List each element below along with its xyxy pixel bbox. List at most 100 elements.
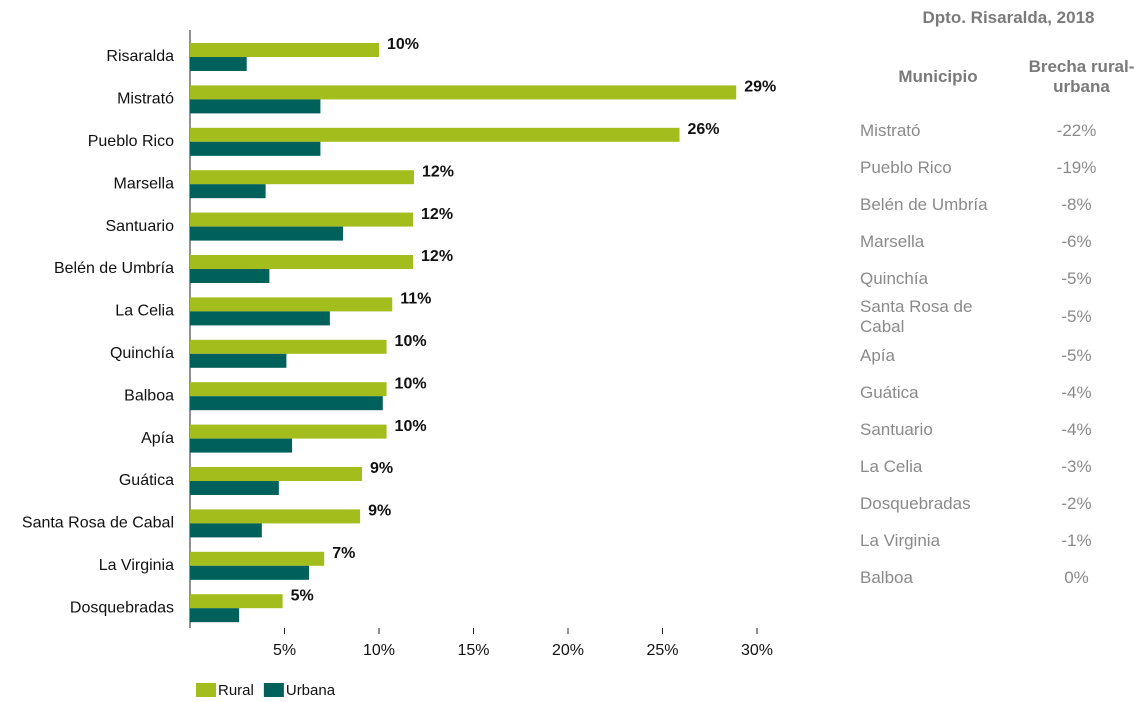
table-cell: -5% (1061, 268, 1092, 288)
bar (190, 255, 414, 269)
table-cell: Dosquebradas (860, 493, 971, 513)
table-cell: -4% (1061, 382, 1092, 402)
header-cell: Municipio (898, 67, 978, 86)
value-label: 5% (291, 587, 314, 604)
bar (190, 594, 283, 609)
legend-swatch (263, 683, 284, 697)
table-row: Santa Rosa de Cabal -5% (860, 297, 1137, 337)
bar (190, 297, 393, 312)
y-tick-label: Mistrató (117, 91, 174, 108)
x-tick-label: 20% (552, 642, 584, 659)
table-row: Belén de Umbría -8% (860, 186, 1137, 223)
bar (190, 565, 310, 580)
header-row: Municipio Brecha rural-urbana (860, 42, 1137, 112)
value-label: 10% (395, 333, 427, 350)
x-tick-label: 10% (363, 642, 395, 659)
value-label: 26% (688, 121, 720, 138)
y-tick-label: Balboa (124, 387, 174, 404)
bar (190, 382, 387, 397)
bar (190, 141, 321, 156)
bar (190, 57, 247, 71)
y-tick-label: Belén de Umbría (54, 260, 174, 277)
table-row: Marsella -6% (860, 223, 1137, 260)
table-cell: Santa Rosa de Cabal (860, 297, 973, 336)
table: Municipio Brecha rural-urbana Mistrató -2… (860, 42, 1137, 596)
x-tick-label: 5% (273, 642, 296, 659)
table-row: Santuario -4% (860, 411, 1137, 448)
bar (190, 212, 414, 227)
table-cell: -8% (1061, 194, 1092, 214)
y-tick-label: Guática (119, 472, 174, 489)
table-row: Guática -4% (860, 374, 1137, 411)
table-cell: -5% (1061, 307, 1092, 326)
table-row: Pueblo Rico -19% (860, 149, 1137, 186)
bar (190, 481, 279, 495)
table-row: Mistrató -22% (860, 112, 1137, 149)
bar (190, 339, 387, 354)
table-cell: Balboa (860, 567, 913, 587)
table-row: La Virginia -1% (860, 522, 1137, 559)
bar (190, 424, 387, 439)
y-tick-label: Dosquebradas (70, 599, 174, 616)
table-cell: Apía (860, 345, 895, 365)
bar (190, 85, 737, 100)
table-cell: La Virginia (860, 530, 941, 550)
table-row: La Celia -3% (860, 448, 1137, 485)
chart: 5% 10% 15% 20% 25% 30% Risaralda 10% Mistrató 29%… (22, 30, 776, 699)
value-label: 10% (395, 418, 427, 435)
value-label: 29% (744, 79, 776, 96)
value-label: 11% (400, 291, 431, 308)
table-row: Balboa 0% (860, 559, 1137, 596)
y-tick-label: Pueblo Rico (88, 133, 174, 150)
table-cell: Santuario (860, 419, 933, 439)
value-label: 9% (370, 460, 393, 477)
table-cell: Mistrató (860, 120, 921, 140)
y-tick-label: Risaralda (106, 48, 174, 65)
bar (190, 184, 266, 199)
y-tick-label: La Virginia (99, 557, 174, 574)
value-label: 9% (368, 503, 391, 520)
value-label: 12% (421, 206, 453, 223)
bar (190, 353, 287, 368)
bar (190, 608, 240, 623)
x-tick-label: 30% (741, 642, 773, 659)
bar (190, 43, 379, 57)
table-cell: -1% (1061, 530, 1092, 550)
table-cell: -22% (1056, 120, 1097, 140)
bar (190, 467, 362, 481)
table-cell: Pueblo Rico (860, 157, 952, 177)
table-row: Quinchía -5% (860, 260, 1137, 297)
legend-label: Rural (218, 682, 254, 699)
bar (190, 269, 270, 283)
table-cell: La Celia (860, 456, 923, 476)
bar (190, 509, 361, 524)
x-tick-label: 25% (646, 642, 678, 659)
bar (190, 438, 293, 453)
table-cell: Guática (860, 382, 919, 402)
table-row: Apía -5% (860, 337, 1137, 374)
x-tick-label: 15% (457, 642, 489, 659)
bar (190, 311, 330, 326)
y-tick-label: La Celia (115, 303, 174, 320)
table-cell: 0% (1064, 567, 1089, 587)
table-cell: -3% (1061, 456, 1092, 476)
table-cell: Marsella (860, 231, 925, 251)
table-cell: -4% (1061, 419, 1092, 439)
y-tick-label: Apía (141, 430, 174, 447)
y-tick-label: Quinchía (110, 345, 174, 362)
table-cell: Quinchía (860, 268, 929, 288)
value-label: 10% (395, 375, 427, 392)
y-tick-label: Santa Rosa de Cabal (22, 515, 174, 532)
header-cell: Brecha rural-urbana (1028, 57, 1135, 96)
y-tick-label: Santuario (106, 218, 175, 235)
legend-label: Urbana (286, 682, 336, 699)
table-cell: Belén de Umbría (860, 194, 988, 214)
bar (190, 551, 325, 566)
legend-swatch (196, 683, 216, 697)
bar (190, 523, 262, 538)
gap-table: Dpto. Risaralda, 2018 Municipio Brecha r… (860, 8, 1137, 596)
value-label: 7% (332, 545, 355, 562)
table-cell: -6% (1061, 231, 1092, 251)
y-tick-label: Marsella (114, 175, 175, 192)
